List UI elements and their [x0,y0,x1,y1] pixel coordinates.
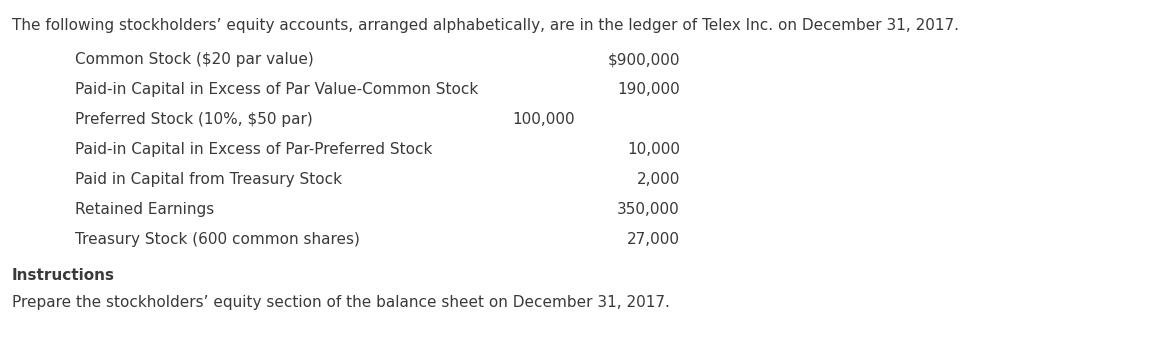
Text: Common Stock ($20 par value): Common Stock ($20 par value) [75,52,313,67]
Text: 27,000: 27,000 [627,232,680,247]
Text: 2,000: 2,000 [637,172,680,187]
Text: 10,000: 10,000 [627,142,680,157]
Text: Paid-in Capital in Excess of Par Value-Common Stock: Paid-in Capital in Excess of Par Value-C… [75,82,478,97]
Text: $900,000: $900,000 [608,52,680,67]
Text: Paid-in Capital in Excess of Par-Preferred Stock: Paid-in Capital in Excess of Par-Preferr… [75,142,433,157]
Text: The following stockholders’ equity accounts, arranged alphabetically, are in the: The following stockholders’ equity accou… [12,18,959,33]
Text: Retained Earnings: Retained Earnings [75,202,214,217]
Text: Prepare the stockholders’ equity section of the balance sheet on December 31, 20: Prepare the stockholders’ equity section… [12,295,670,310]
Text: Treasury Stock (600 common shares): Treasury Stock (600 common shares) [75,232,360,247]
Text: Preferred Stock (10%, $50 par): Preferred Stock (10%, $50 par) [75,112,313,127]
Text: Paid in Capital from Treasury Stock: Paid in Capital from Treasury Stock [75,172,343,187]
Text: 190,000: 190,000 [617,82,680,97]
Text: Instructions: Instructions [12,268,115,283]
Text: 100,000: 100,000 [512,112,575,127]
Text: 350,000: 350,000 [617,202,680,217]
